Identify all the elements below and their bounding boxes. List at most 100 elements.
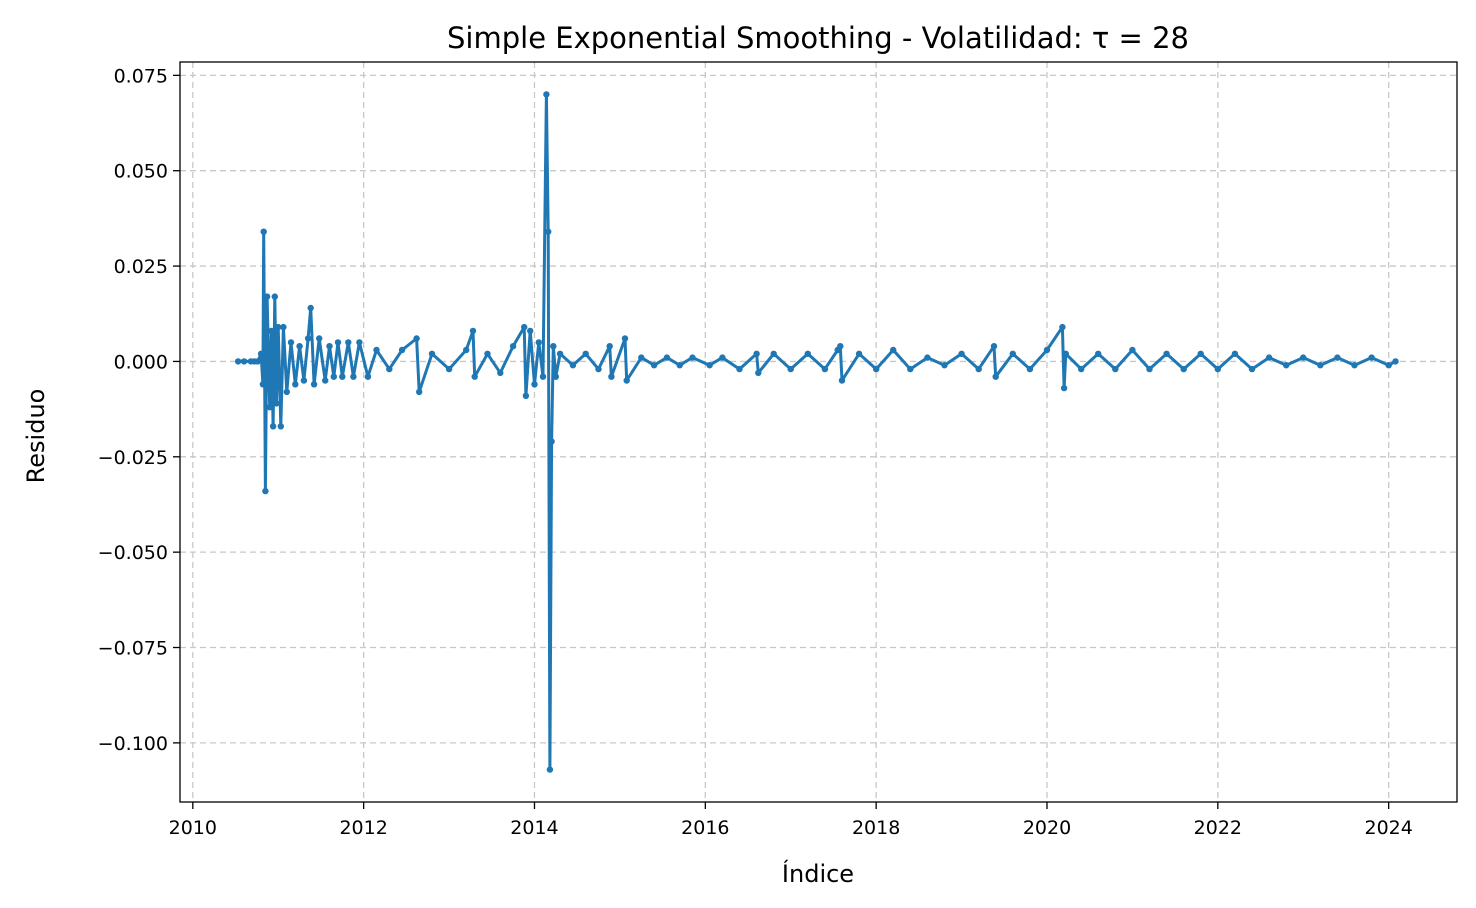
tick-layer: 2010 2012 2014 2016 2018 2020 2022 2024 0.075 0.0…: [98, 65, 1413, 839]
data-point: [234, 358, 242, 365]
data-point: [350, 373, 357, 380]
data-point: [373, 346, 380, 354]
y-tick-label: −0.075: [98, 638, 168, 660]
x-tick-label: 2016: [681, 817, 729, 839]
data-point: [582, 350, 589, 357]
data-point: [266, 404, 273, 411]
data-point: [254, 358, 261, 365]
data-point: [1351, 362, 1358, 369]
data-point: [650, 362, 658, 369]
plot-frame: [179, 61, 1458, 803]
data-point: [259, 381, 267, 388]
data-point: [283, 388, 290, 396]
data-point: [240, 358, 248, 365]
y-tick-label: −0.100: [98, 733, 168, 755]
data-point: [546, 766, 554, 773]
data-point: [263, 293, 271, 300]
data-point: [1231, 350, 1239, 357]
data-point: [890, 346, 897, 354]
data-point: [322, 377, 329, 384]
data-point: [339, 373, 346, 380]
data-point: [292, 381, 299, 388]
data-point: [608, 373, 615, 380]
data-point: [463, 346, 470, 354]
x-tick-label: 2018: [852, 817, 900, 839]
data-point: [1146, 365, 1153, 373]
data-point: [469, 327, 477, 335]
data-point: [1078, 365, 1085, 373]
data-point: [445, 365, 453, 373]
x-tick-label: 2022: [1194, 817, 1242, 839]
data-point: [755, 369, 762, 377]
data-point: [307, 304, 314, 312]
x-tick-label: 2012: [339, 817, 387, 839]
data-point: [550, 343, 557, 350]
data-point: [326, 343, 333, 350]
data-point: [330, 373, 337, 380]
data-point: [271, 293, 278, 300]
data-point: [1334, 354, 1341, 361]
grid-layer: [180, 62, 1457, 802]
data-point: [663, 354, 671, 361]
data-point: [1392, 358, 1399, 365]
series-layer: [234, 91, 1399, 773]
data-point: [753, 350, 760, 357]
data-point: [398, 346, 406, 354]
data-point: [1214, 365, 1222, 373]
data-point: [990, 343, 998, 350]
data-point: [273, 400, 280, 407]
data-point: [595, 365, 602, 373]
data-point: [689, 354, 696, 361]
series-line: [238, 92, 1397, 772]
data-point: [262, 487, 269, 495]
data-point: [1197, 350, 1204, 357]
data-point: [907, 365, 914, 373]
chart-title: Simple Exponential Smoothing - Volatilid…: [447, 21, 1189, 55]
data-point: [804, 350, 811, 357]
data-point: [364, 373, 372, 380]
x-tick-label: 2024: [1364, 817, 1412, 839]
data-point: [1129, 346, 1136, 354]
data-point: [548, 438, 555, 445]
data-point: [706, 362, 713, 369]
data-point: [941, 362, 948, 369]
y-tick-label: −0.025: [98, 447, 168, 469]
data-point: [345, 339, 352, 346]
data-point: [484, 350, 491, 357]
data-point: [539, 373, 547, 380]
data-point: [1009, 350, 1016, 357]
y-tick-label: 0.000: [114, 351, 168, 373]
data-point: [260, 228, 267, 235]
x-tick-label: 2010: [169, 817, 217, 839]
data-point: [269, 423, 277, 430]
data-point: [623, 377, 630, 384]
data-point: [535, 339, 542, 346]
data-point: [736, 365, 743, 373]
data-point: [416, 388, 423, 396]
data-point: [1265, 354, 1273, 361]
data-point: [770, 350, 777, 357]
data-point: [413, 335, 420, 342]
data-point: [821, 365, 829, 373]
data-point: [1059, 323, 1066, 331]
data-point: [1163, 350, 1170, 357]
y-tick-label: 0.025: [114, 256, 168, 278]
data-point: [356, 339, 363, 346]
data-point: [531, 381, 538, 388]
data-point: [428, 350, 436, 357]
data-point: [992, 373, 999, 380]
x-axis-title: Índice: [782, 859, 854, 888]
data-point: [556, 350, 564, 357]
data-point: [1112, 365, 1119, 373]
data-point: [471, 373, 478, 380]
data-point: [497, 369, 504, 377]
data-point: [958, 350, 965, 357]
y-axis-title: Residuo: [22, 389, 50, 484]
data-point: [543, 91, 550, 98]
data-point: [787, 365, 794, 373]
data-point: [334, 339, 342, 346]
data-point: [676, 362, 683, 369]
data-point: [1026, 365, 1034, 373]
data-point: [638, 354, 645, 361]
data-point: [527, 327, 534, 335]
